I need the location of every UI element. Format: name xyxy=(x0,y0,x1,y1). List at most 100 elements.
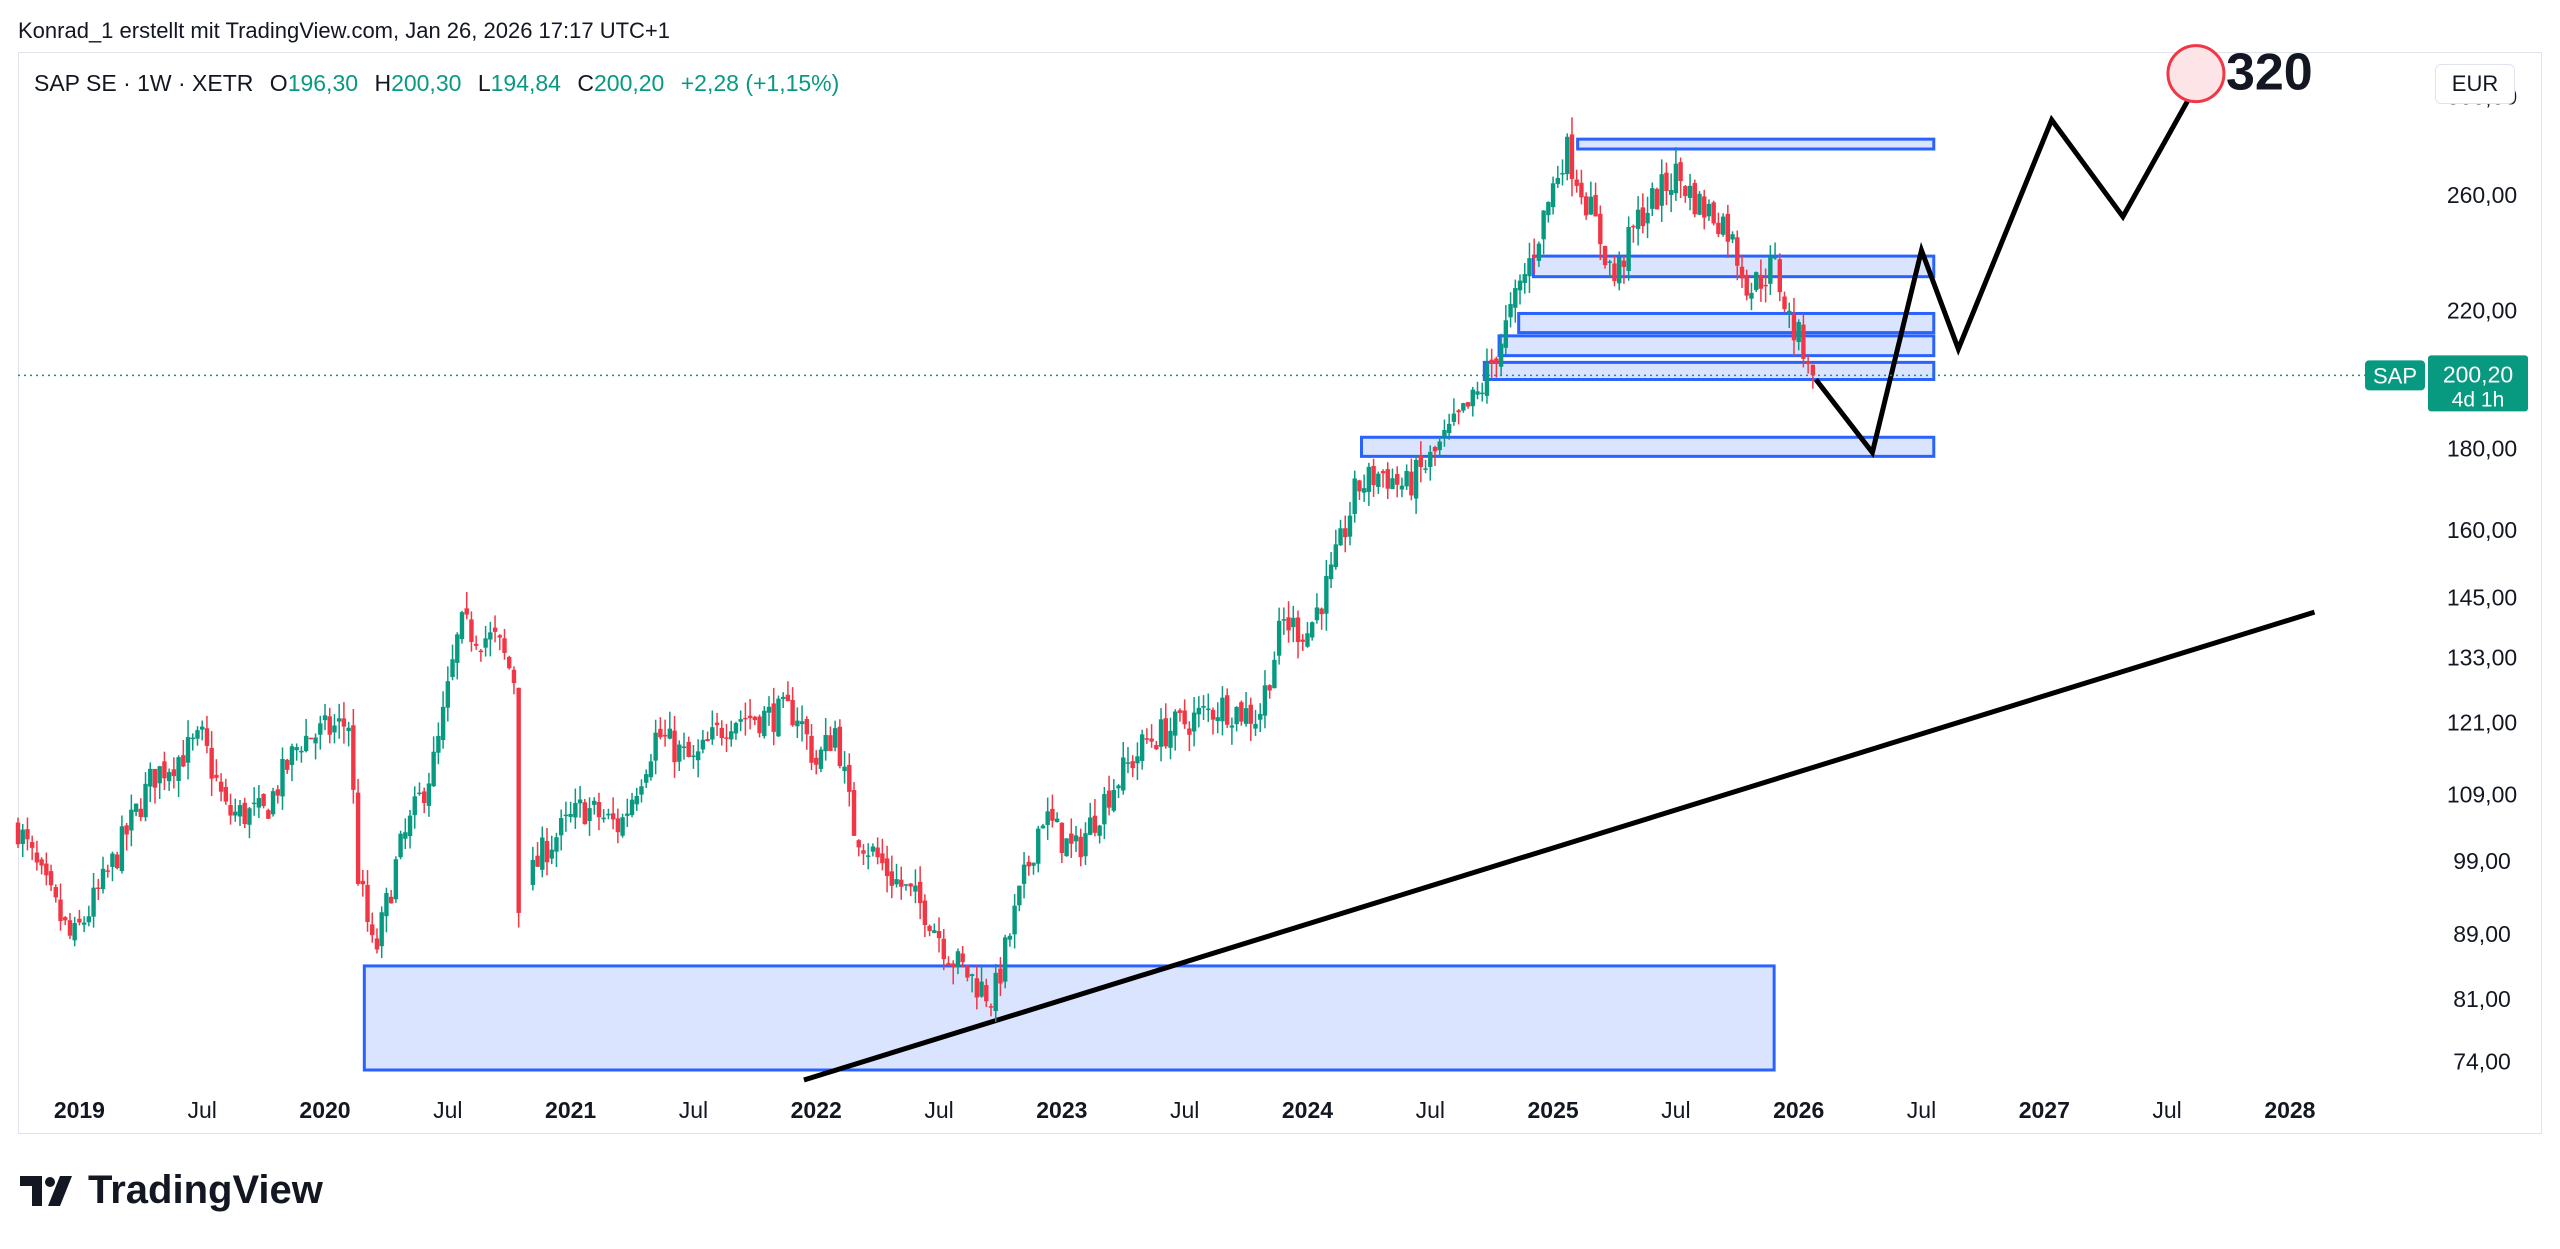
candle-body xyxy=(81,922,87,925)
candle-body xyxy=(1706,203,1712,217)
candle-body xyxy=(922,900,928,925)
candle-body xyxy=(1744,274,1749,296)
candle-body xyxy=(903,884,909,886)
candle-body xyxy=(1480,392,1485,395)
candle-body xyxy=(946,963,951,966)
open-value: 196,30 xyxy=(287,70,359,96)
candle-body xyxy=(1531,254,1537,258)
candle-body xyxy=(1064,838,1069,857)
symbol-name: SAP SE · 1W · XETR xyxy=(34,70,254,96)
x-tick-label: 2028 xyxy=(2264,1097,2315,1123)
candle-body xyxy=(1489,359,1494,364)
candle-body xyxy=(1050,808,1055,821)
candle-body xyxy=(1598,213,1603,245)
candle-body xyxy=(67,920,73,936)
candle-body xyxy=(823,735,828,752)
zone-rect xyxy=(1531,254,1936,279)
candle-body xyxy=(152,768,158,788)
candle-body xyxy=(894,879,899,885)
candle-body xyxy=(1423,468,1428,470)
candle-body xyxy=(1343,528,1348,538)
candle-body xyxy=(1621,260,1627,267)
candle-body xyxy=(809,735,814,763)
candle-body xyxy=(1451,413,1457,422)
candle-body xyxy=(1465,402,1471,407)
candle-body xyxy=(776,698,781,737)
y-tick-label: 180,00 xyxy=(2447,436,2517,462)
candle-body xyxy=(1036,828,1041,864)
candle-body xyxy=(318,723,323,735)
candle-body xyxy=(242,802,247,825)
x-tick-label: 2021 xyxy=(545,1097,596,1123)
candle-body xyxy=(426,783,432,806)
candle-body xyxy=(620,817,625,836)
x-tick-label: Jul xyxy=(1907,1097,1936,1123)
candle-body xyxy=(1631,225,1636,228)
candle-body xyxy=(1243,708,1249,724)
candle-body xyxy=(96,887,101,890)
candle-body xyxy=(483,638,488,648)
candle-body xyxy=(993,972,998,1012)
candle-body xyxy=(266,810,271,819)
tradingview-logo[interactable]: TradingView xyxy=(20,1168,323,1213)
candle-body xyxy=(1087,817,1093,835)
candle-body xyxy=(889,871,895,886)
candle-body xyxy=(795,720,800,727)
candle-body xyxy=(29,842,35,848)
currency-button[interactable]: EUR xyxy=(2435,64,2515,104)
candle-body xyxy=(289,746,295,765)
candle-body xyxy=(1702,196,1707,218)
candle-body xyxy=(766,706,772,713)
candle-body xyxy=(1617,257,1622,284)
candle-body xyxy=(1432,446,1438,452)
candle-body xyxy=(1125,762,1131,764)
candle-body xyxy=(1021,864,1027,884)
candle-body xyxy=(1012,905,1017,935)
candle-body xyxy=(1224,695,1230,725)
candle-body xyxy=(1173,711,1178,736)
candle-body xyxy=(1673,163,1679,194)
candle-body xyxy=(582,802,587,825)
candle-body xyxy=(814,757,819,765)
low-value: 194,84 xyxy=(490,70,561,96)
candle-body xyxy=(1054,818,1060,823)
last-price-symbol: SAP xyxy=(2373,363,2417,388)
candle-body xyxy=(695,751,701,761)
candle-body xyxy=(629,799,635,816)
candle-body xyxy=(1640,207,1646,227)
candle-body xyxy=(1536,243,1542,261)
candle-body xyxy=(1716,222,1721,235)
candle-body xyxy=(984,985,989,1002)
candle-body xyxy=(1475,391,1480,395)
zone-rect xyxy=(1497,334,1936,358)
candle-body xyxy=(1484,364,1490,396)
target-label: 320 xyxy=(2226,44,2313,102)
candle-body xyxy=(1418,455,1424,467)
candle-body xyxy=(544,840,550,863)
candle-body xyxy=(1446,423,1452,434)
candle-body xyxy=(351,725,356,790)
candle-body xyxy=(422,791,427,804)
candle-body xyxy=(1031,862,1036,866)
symbol-legend[interactable]: SAP SE · 1W · XETR O196,30 H200,30 L194,… xyxy=(34,70,839,97)
candle-body xyxy=(1527,258,1532,277)
x-tick-label: Jul xyxy=(433,1097,462,1123)
candle-body xyxy=(1149,738,1154,742)
y-tick-label: 74,00 xyxy=(2453,1048,2511,1074)
time-axis: 2019 Jul 2020 Jul 2021 Jul 2022 Jul 2023 Jul 2024 J… xyxy=(54,1097,2316,1123)
candle-body xyxy=(743,717,748,720)
candle-body xyxy=(1645,212,1650,224)
candle-body xyxy=(1267,685,1272,691)
candle-body xyxy=(1319,608,1324,615)
candle-body xyxy=(478,650,484,653)
candle-body xyxy=(1720,216,1726,235)
candle-body xyxy=(157,766,162,784)
candle-body xyxy=(1121,757,1126,791)
candle-body xyxy=(1357,480,1362,492)
candle-body xyxy=(1763,284,1768,287)
candle-body xyxy=(1777,259,1782,293)
candle-body xyxy=(1739,266,1745,279)
candle-body xyxy=(1782,296,1787,310)
candle-body xyxy=(672,730,677,763)
